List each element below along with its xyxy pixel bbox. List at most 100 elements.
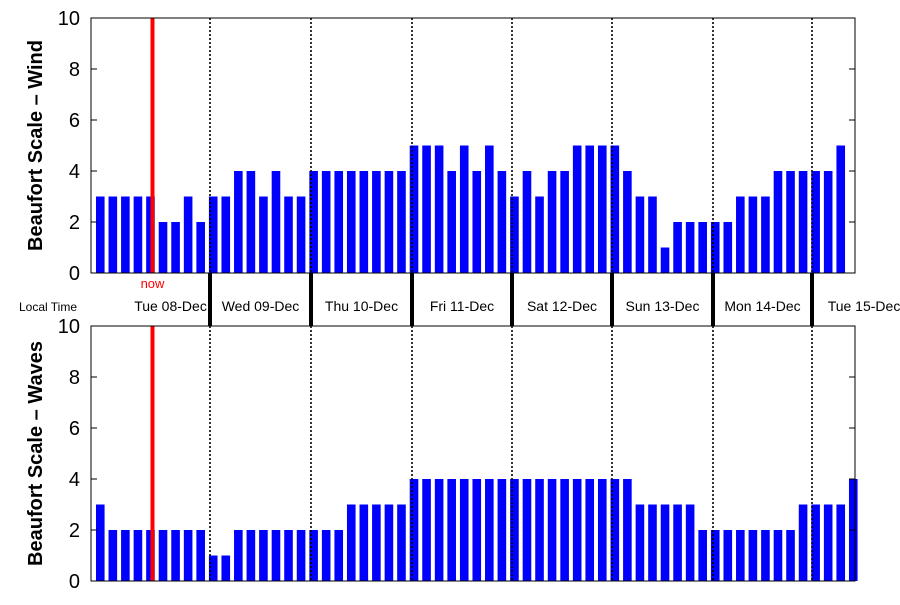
- wind-bar: [522, 171, 532, 273]
- wind-bar: [221, 196, 231, 273]
- wind-bar: [171, 222, 180, 273]
- waves-bar: [447, 479, 456, 581]
- waves-bar: [183, 530, 193, 581]
- waves-ytick-label: 10: [58, 316, 80, 338]
- wind-bar: [635, 196, 645, 273]
- waves-bar: [723, 530, 733, 581]
- wind-bar: [321, 171, 331, 273]
- waves-bar: [761, 530, 770, 581]
- waves-bar: [522, 479, 532, 581]
- wind-bar: [259, 196, 268, 273]
- wind-bar: [823, 171, 833, 273]
- wind-bar: [610, 145, 620, 273]
- wind-bar: [434, 145, 444, 273]
- waves-bar: [736, 530, 745, 581]
- wind-panel: 0 2 4 6 8 10 Beaufort Scale – Wind: [25, 8, 856, 285]
- wind-bar: [673, 222, 682, 273]
- wind-bar: [422, 145, 431, 273]
- waves-bar: [95, 504, 105, 581]
- waves-bar: [208, 555, 218, 581]
- waves-bar: [673, 504, 682, 581]
- wind-bar: [585, 145, 595, 273]
- wind-ytick-label: 10: [58, 8, 80, 30]
- wind-bar: [359, 171, 369, 273]
- waves-bar: [422, 479, 431, 581]
- wind-bar: [836, 145, 846, 273]
- waves-bar: [497, 479, 507, 581]
- wind-bar: [748, 196, 758, 273]
- wind-bar: [309, 171, 318, 273]
- waves-ytick-label: 8: [69, 367, 80, 389]
- wind-bar: [459, 145, 469, 273]
- wind-bar: [196, 222, 205, 273]
- wind-bar: [397, 171, 406, 273]
- day-label: Thu 10-Dec: [325, 298, 398, 314]
- wind-bar: [698, 222, 707, 273]
- wind-bar: [183, 196, 193, 273]
- wind-bar: [121, 196, 130, 273]
- wind-bar: [334, 171, 344, 273]
- wind-bar: [572, 145, 582, 273]
- waves-bar: [811, 504, 820, 581]
- wind-bar: [547, 171, 557, 273]
- waves-bar: [133, 530, 143, 581]
- waves-ytick-label: 2: [69, 520, 80, 542]
- day-label: Mon 14-Dec: [724, 298, 800, 314]
- waves-bar: [773, 530, 783, 581]
- wind-bar: [710, 222, 720, 273]
- day-label-strip: Local Time now Tue 08-Dec Wed 09-Dec Thu 10…: [19, 273, 900, 326]
- waves-bar: [384, 504, 394, 581]
- waves-bar: [221, 555, 231, 581]
- waves-bar: [836, 504, 846, 581]
- waves-bar: [823, 504, 833, 581]
- waves-bar: [585, 479, 595, 581]
- local-time-label: Local Time: [19, 300, 77, 314]
- wind-bar: [384, 171, 394, 273]
- wind-bar: [409, 145, 419, 273]
- wind-bar: [648, 196, 657, 273]
- wind-bar: [234, 171, 243, 273]
- waves-bar: [623, 479, 632, 581]
- waves-bar: [786, 530, 795, 581]
- wind-bar: [560, 171, 569, 273]
- waves-panel: 0 2 4 6 8 10 Beaufort Scale – Waves: [25, 316, 858, 593]
- day-label: Tue 15-Dec: [828, 298, 900, 314]
- wind-bar: [108, 196, 118, 273]
- wind-y-axis-label: Beaufort Scale – Wind: [25, 40, 47, 251]
- wind-bar: [284, 196, 293, 273]
- wind-ytick-label: 8: [69, 59, 80, 81]
- waves-bar: [698, 530, 707, 581]
- wind-bar: [372, 171, 381, 273]
- waves-ytick-label: 0: [69, 571, 80, 593]
- waves-bar: [472, 479, 482, 581]
- waves-y-axis-label: Beaufort Scale – Waves: [25, 341, 47, 566]
- wind-bar: [346, 171, 356, 273]
- wind-bar: [597, 145, 607, 273]
- waves-bar: [510, 479, 519, 581]
- day-label: Tue 08-Dec: [134, 298, 207, 314]
- wind-bar: [472, 171, 482, 273]
- waves-bar: [648, 504, 657, 581]
- waves-axes-frame: [90, 325, 856, 582]
- waves-bar: [547, 479, 557, 581]
- wind-bar: [146, 196, 155, 273]
- waves-bar: [259, 530, 268, 581]
- waves-bar: [635, 504, 645, 581]
- wind-bar: [761, 196, 770, 273]
- wind-bar: [773, 171, 783, 273]
- wind-bar: [623, 171, 632, 273]
- waves-bar: [121, 530, 130, 581]
- waves-bar: [397, 504, 406, 581]
- waves-bar: [296, 530, 306, 581]
- wind-ytick-label: 0: [69, 263, 80, 285]
- wind-bar: [158, 222, 168, 273]
- wind-bar: [685, 222, 695, 273]
- waves-bar: [359, 504, 369, 581]
- wind-bar: [786, 171, 795, 273]
- waves-bar: [372, 504, 381, 581]
- wind-bar: [660, 247, 670, 273]
- waves-ytick-label: 6: [69, 418, 80, 440]
- waves-bar: [459, 479, 469, 581]
- waves-bar: [798, 504, 808, 581]
